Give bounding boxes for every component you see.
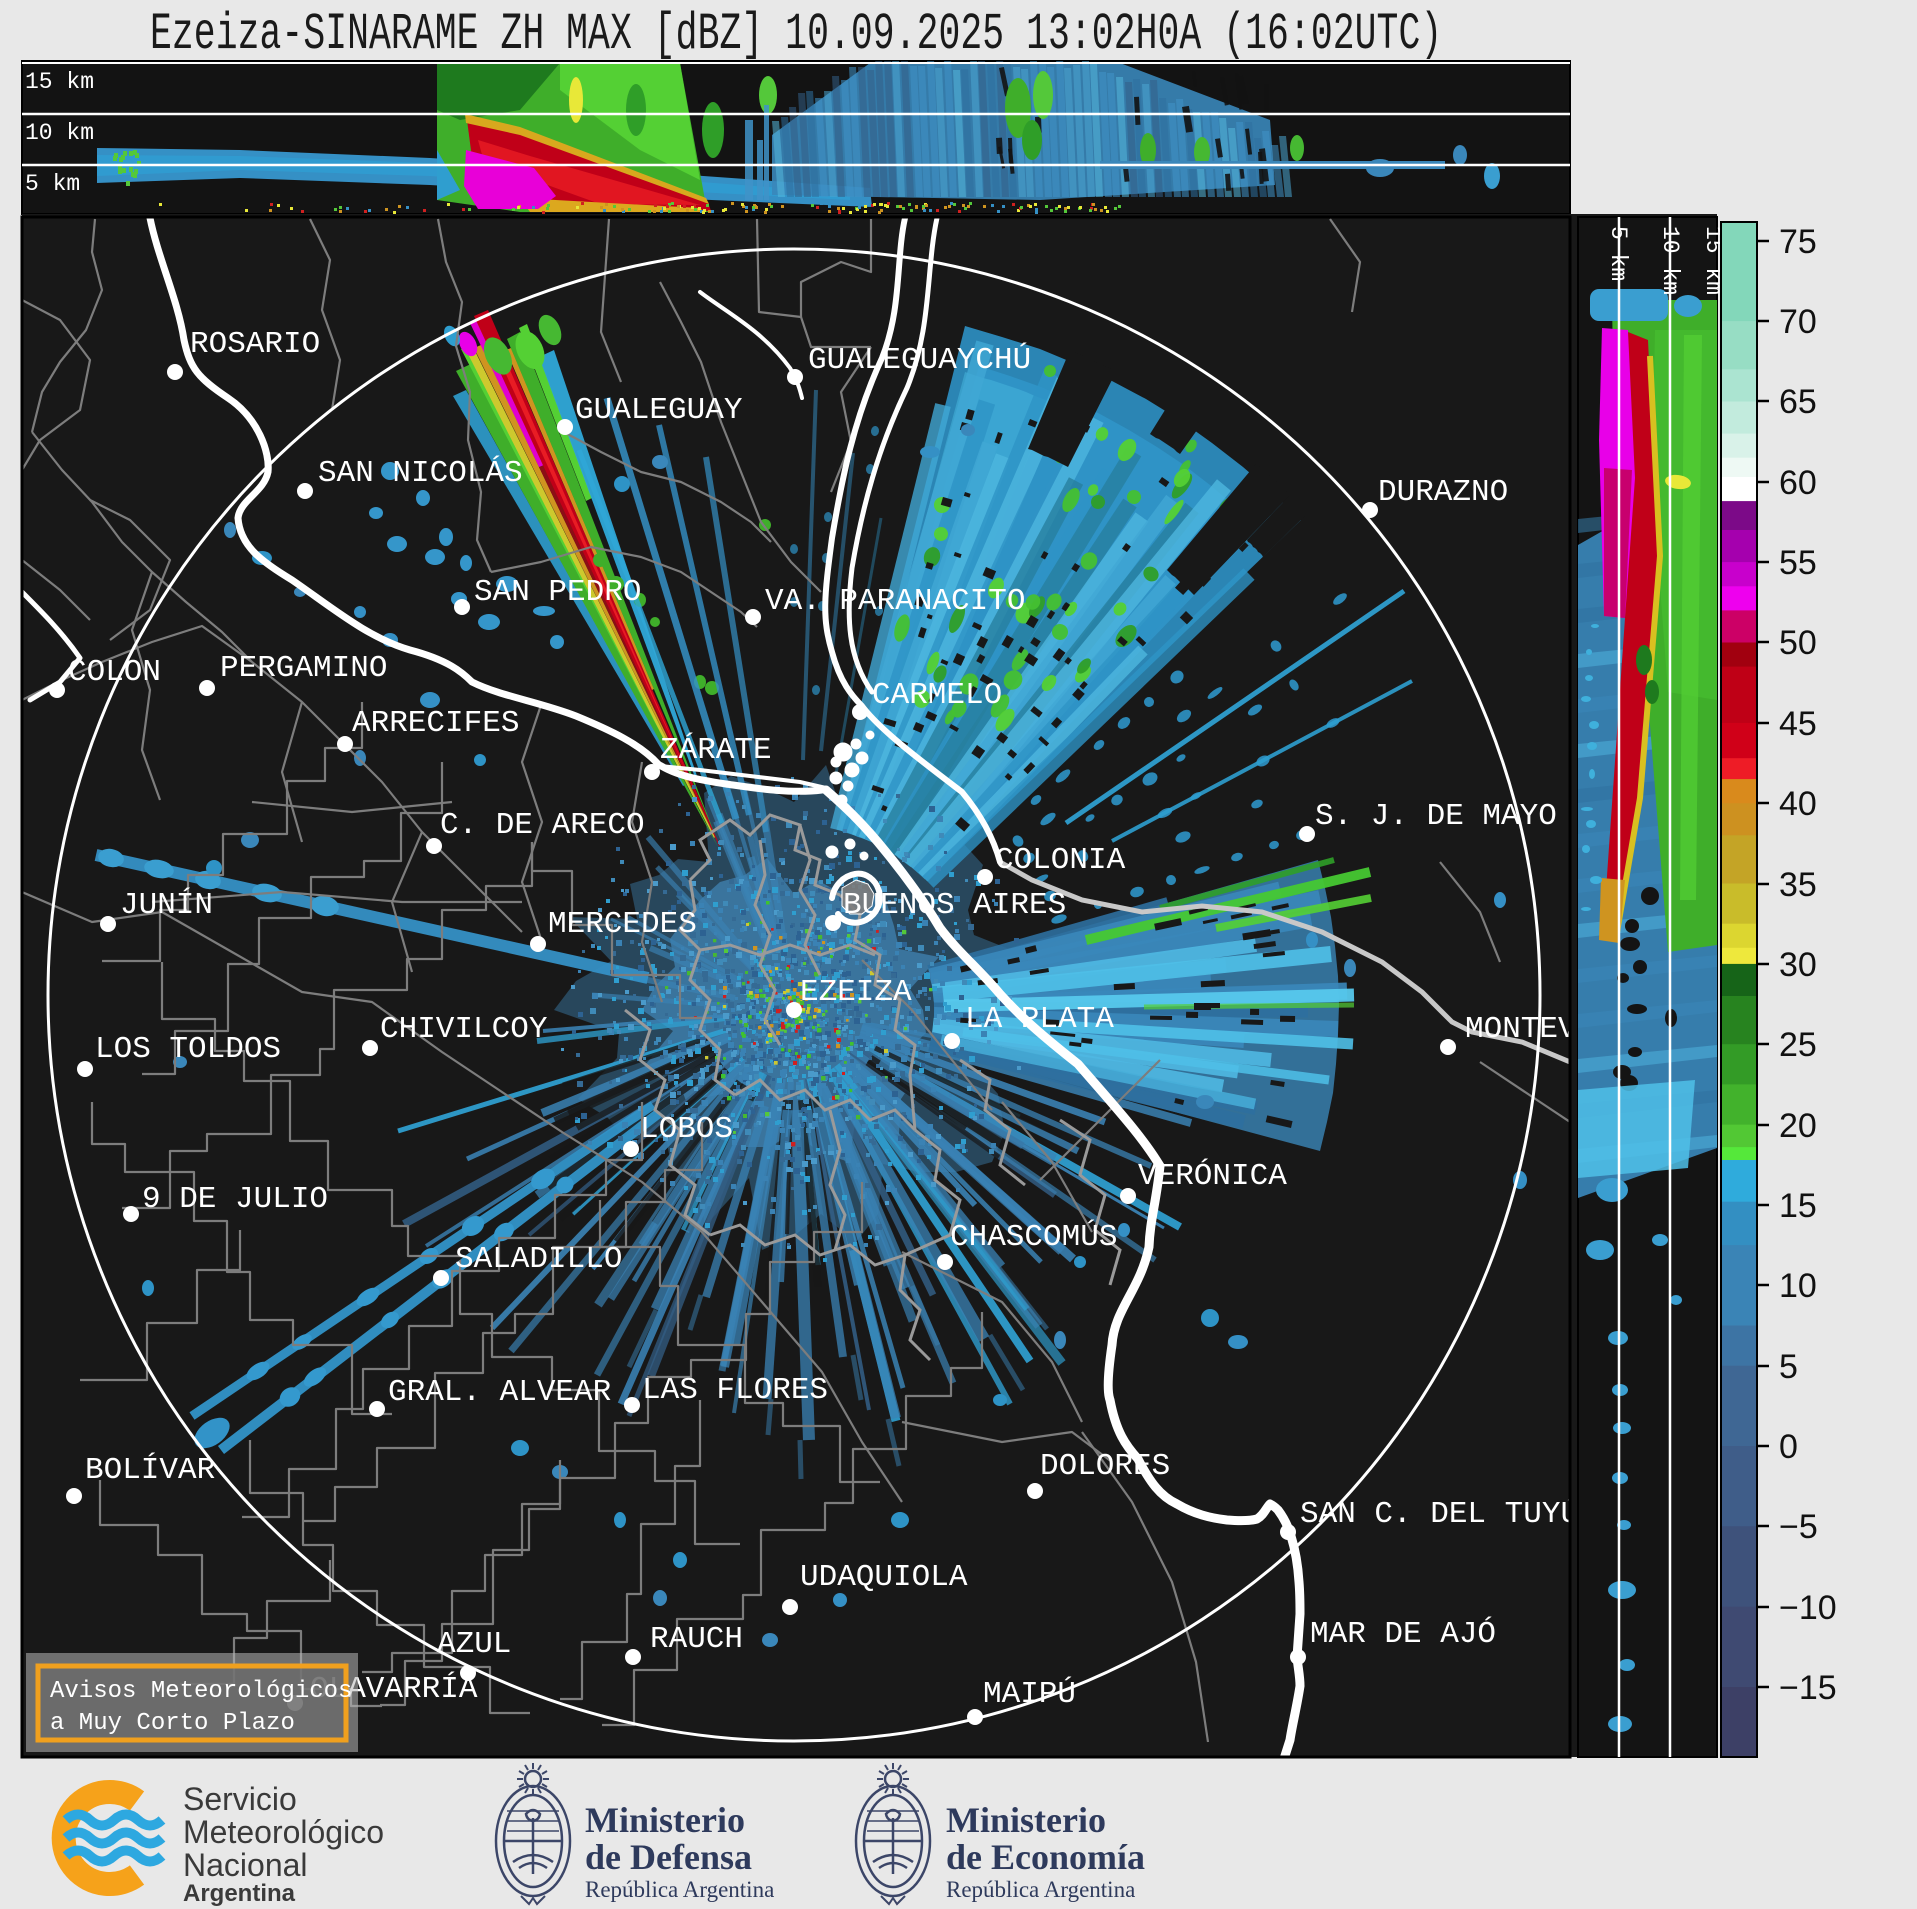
svg-text:55: 55 — [1779, 544, 1817, 582]
svg-text:RAUCH: RAUCH — [650, 1622, 743, 1657]
svg-text:Ezeiza-SINARAME ZH MAX [dBZ] 1: Ezeiza-SINARAME ZH MAX [dBZ] 10.09.2025 … — [150, 6, 1442, 64]
svg-text:5: 5 — [1779, 1348, 1798, 1386]
svg-text:CARMELO: CARMELO — [872, 678, 1002, 713]
svg-text:GUALEGUAYCHÚ: GUALEGUAYCHÚ — [808, 341, 1031, 378]
svg-text:10 km: 10 km — [1657, 226, 1683, 295]
svg-text:República Argentina: República Argentina — [946, 1877, 1135, 1902]
svg-text:5 km: 5 km — [1605, 226, 1631, 281]
svg-text:Servicio: Servicio — [183, 1781, 297, 1817]
svg-text:10 km: 10 km — [25, 120, 94, 146]
svg-text:MAR DE AJÓ: MAR DE AJÓ — [1310, 1615, 1496, 1652]
svg-text:40: 40 — [1779, 785, 1817, 823]
svg-text:DURAZNO: DURAZNO — [1378, 475, 1508, 510]
svg-text:Ministerio: Ministerio — [946, 1800, 1106, 1840]
svg-text:−5: −5 — [1779, 1508, 1818, 1546]
svg-text:UDAQUIOLA: UDAQUIOLA — [800, 1560, 968, 1595]
svg-text:Argentina: Argentina — [183, 1880, 296, 1907]
svg-text:COLONIA: COLONIA — [995, 843, 1126, 878]
svg-text:Ministerio: Ministerio — [585, 1800, 745, 1840]
svg-text:45: 45 — [1779, 705, 1817, 743]
svg-text:EZEIZA: EZEIZA — [800, 975, 912, 1010]
svg-text:25: 25 — [1779, 1026, 1817, 1064]
svg-text:S. J. DE MAYO: S. J. DE MAYO — [1315, 799, 1557, 834]
svg-text:CHASCOMÚS: CHASCOMÚS — [950, 1218, 1117, 1255]
svg-text:10: 10 — [1779, 1267, 1817, 1305]
svg-text:MAIPÚ: MAIPÚ — [983, 1675, 1076, 1712]
svg-text:50: 50 — [1779, 624, 1817, 662]
svg-text:COLON: COLON — [68, 655, 161, 690]
svg-text:GRAL. ALVEAR: GRAL. ALVEAR — [388, 1375, 611, 1410]
svg-text:60: 60 — [1779, 464, 1817, 502]
svg-text:GUALEGUAY: GUALEGUAY — [575, 393, 743, 428]
svg-text:DOLORES: DOLORES — [1040, 1449, 1170, 1484]
svg-text:VA. PARANACITO: VA. PARANACITO — [765, 584, 1025, 619]
svg-text:5 km: 5 km — [25, 171, 80, 197]
svg-text:LA PLATA: LA PLATA — [965, 1002, 1114, 1037]
svg-text:Nacional: Nacional — [183, 1847, 308, 1883]
svg-text:JUNÍN: JUNÍN — [120, 886, 213, 923]
svg-text:ZÁRATE: ZÁRATE — [660, 731, 772, 768]
svg-text:PERGAMINO: PERGAMINO — [220, 651, 387, 686]
svg-text:0: 0 — [1779, 1428, 1798, 1466]
svg-text:VERÓNICA: VERÓNICA — [1138, 1157, 1287, 1194]
svg-text:LAS FLORES: LAS FLORES — [642, 1373, 828, 1408]
svg-text:SAN C. DEL TUYÚ: SAN C. DEL TUYÚ — [1300, 1495, 1579, 1532]
svg-text:−10: −10 — [1779, 1589, 1837, 1627]
svg-text:20: 20 — [1779, 1107, 1817, 1145]
svg-text:a Muy Corto Plazo: a Muy Corto Plazo — [50, 1710, 295, 1737]
svg-text:C. DE ARECO: C. DE ARECO — [440, 808, 645, 843]
svg-text:MONTEVIDEO: MONTEVIDEO — [1465, 1012, 1651, 1047]
svg-text:30: 30 — [1779, 946, 1817, 984]
svg-text:ARRECIFES: ARRECIFES — [352, 706, 519, 741]
svg-text:70: 70 — [1779, 303, 1817, 341]
svg-text:de Defensa: de Defensa — [585, 1837, 752, 1877]
svg-text:SALADILLO: SALADILLO — [455, 1242, 622, 1277]
svg-text:SAN NICOLÁS: SAN NICOLÁS — [318, 454, 523, 491]
svg-text:−15: −15 — [1779, 1669, 1837, 1707]
svg-text:LOBOS: LOBOS — [640, 1112, 733, 1147]
svg-text:República Argentina: República Argentina — [585, 1877, 774, 1902]
svg-text:15 km: 15 km — [25, 69, 94, 95]
svg-text:AZUL: AZUL — [437, 1627, 511, 1662]
svg-text:65: 65 — [1779, 383, 1817, 421]
svg-text:BUENOS AIRES: BUENOS AIRES — [843, 888, 1066, 923]
svg-text:75: 75 — [1779, 223, 1817, 261]
svg-text:MERCEDES: MERCEDES — [548, 907, 697, 942]
svg-text:LOS TOLDOS: LOS TOLDOS — [95, 1032, 281, 1067]
svg-text:ROSARIO: ROSARIO — [190, 327, 320, 362]
svg-text:9 DE JULIO: 9 DE JULIO — [142, 1182, 328, 1217]
svg-text:BOLÍVAR: BOLÍVAR — [85, 1451, 215, 1488]
svg-text:Avisos Meteorológicos: Avisos Meteorológicos — [50, 1678, 352, 1705]
svg-text:de Economía: de Economía — [946, 1837, 1145, 1877]
svg-text:Meteorológico: Meteorológico — [183, 1814, 384, 1850]
svg-text:CHIVILCOY: CHIVILCOY — [380, 1012, 548, 1047]
svg-text:35: 35 — [1779, 866, 1817, 904]
svg-text:SAN PEDRO: SAN PEDRO — [474, 575, 641, 610]
svg-text:15: 15 — [1779, 1187, 1817, 1225]
